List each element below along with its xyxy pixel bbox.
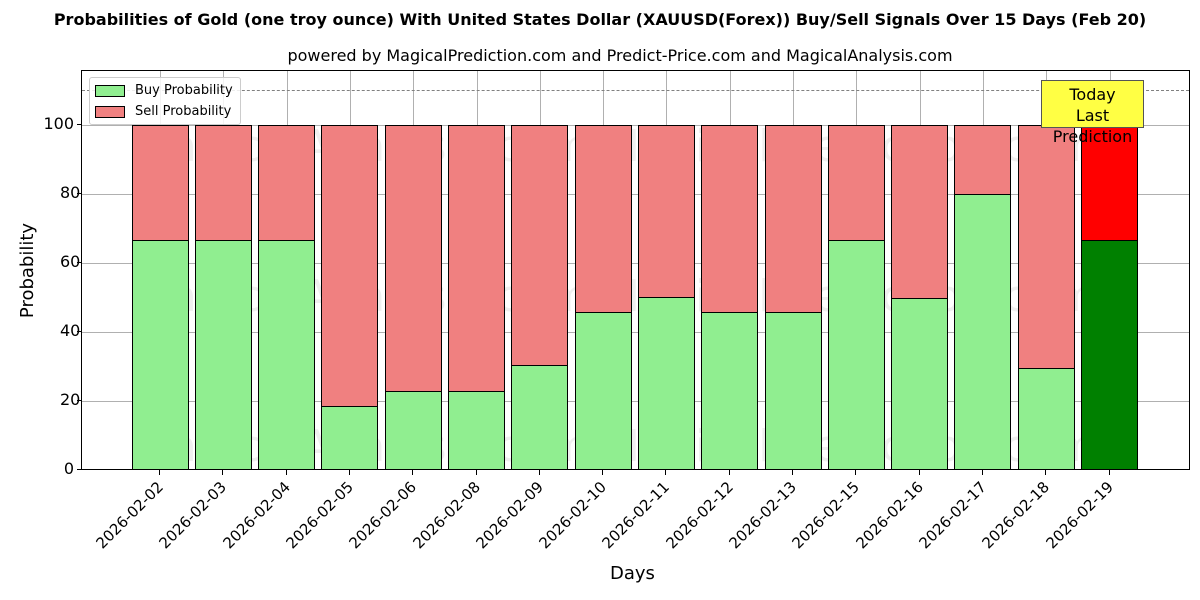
y-tick (77, 123, 81, 125)
bar-buy (827, 239, 885, 469)
x-tick-label: 2026-02-15 (788, 478, 864, 553)
gridline-y (82, 193, 1189, 195)
gridline-y (82, 331, 1189, 333)
bar-buy (954, 193, 1012, 469)
x-tick (665, 470, 667, 475)
legend-sell-label: Sell Probability (135, 104, 232, 119)
x-tick (981, 470, 983, 475)
annotation-line1: Today (1069, 85, 1116, 104)
bar-sell (954, 124, 1012, 195)
bar-buy (764, 311, 822, 469)
gridline-y (82, 124, 1189, 126)
x-tick-label: 2026-02-16 (852, 478, 927, 553)
x-tick (792, 470, 793, 475)
bar-buy (891, 298, 949, 469)
x-tick-label: 2026-02-08 (409, 478, 484, 553)
y-tick (77, 261, 81, 263)
y-tick-label: 60 (60, 251, 81, 271)
bar-buy (384, 390, 442, 469)
x-tick-label: 2026-02-06 (345, 478, 421, 553)
bar-sell (764, 124, 822, 313)
bar-buy (194, 239, 252, 469)
sell-swatch (95, 105, 125, 118)
bar-buy (701, 311, 759, 469)
y-tick (77, 330, 81, 332)
x-tick (159, 470, 160, 475)
reference-line (82, 90, 1189, 91)
x-tick (728, 470, 730, 475)
x-tick (412, 470, 414, 475)
bar-sell (891, 124, 949, 300)
y-tick (77, 399, 81, 401)
x-tick-label: 2026-02-18 (978, 478, 1054, 553)
x-tick (602, 470, 604, 475)
bar-sell (827, 124, 885, 241)
y-tick-label: 80 (60, 182, 81, 202)
chart-subtitle: powered by MagicalPrediction.com and Pre… (287, 46, 953, 65)
x-axis-label: Days (610, 563, 655, 584)
x-tick (1045, 470, 1047, 475)
x-tick (348, 470, 350, 475)
x-tick-label: 2026-02-17 (915, 478, 990, 553)
legend: Buy Probability Sell Probability (89, 77, 241, 125)
bar-sell (321, 124, 379, 408)
bar-buy (321, 406, 379, 469)
bar-buy (131, 239, 189, 469)
y-tick (77, 469, 81, 470)
y-tick-label: 40 (60, 320, 81, 340)
x-tick (475, 470, 477, 475)
x-tick-label: 2026-02-04 (219, 478, 294, 553)
today-annotation: Today Last Prediction (1041, 80, 1144, 146)
legend-buy-label: Buy Probability (135, 83, 233, 98)
x-tick-label: 2026-02-09 (472, 478, 547, 553)
bar-sell (574, 124, 632, 313)
bar-sell (131, 124, 189, 241)
x-tick-label: 2026-02-05 (282, 478, 357, 553)
bar-buy (511, 364, 569, 469)
bar-buy (1017, 367, 1075, 469)
y-tick-label: 0 (63, 459, 74, 478)
x-tick (918, 470, 920, 475)
bar-sell (1081, 124, 1138, 241)
bar-sell (511, 124, 569, 366)
x-tick-label: 2026-02-11 (598, 478, 674, 553)
bar-sell (194, 124, 252, 241)
legend-item-sell: Sell Probability (95, 104, 231, 119)
gridline-y (82, 262, 1189, 264)
x-tick (855, 470, 857, 475)
annotation-line2: Last Prediction (1052, 106, 1133, 146)
y-tick-label: 100 (43, 113, 74, 133)
bar-sell (637, 124, 695, 299)
y-axis-label: Probability (17, 222, 39, 319)
x-tick (538, 470, 540, 475)
x-tick-label: 2026-02-19 (1042, 478, 1117, 553)
bar-buy (637, 297, 695, 469)
bar-sell (384, 124, 442, 392)
bar-buy (1081, 239, 1138, 469)
y-tick (77, 192, 81, 194)
plot-area: MagicalAnalysis.comMagicalPrediction.com… (81, 70, 1190, 470)
x-tick (222, 470, 224, 475)
bar-sell (701, 124, 759, 313)
x-tick-label: 2026-02-13 (725, 478, 800, 553)
bar-sell (258, 124, 316, 241)
bar-sell (1017, 124, 1075, 369)
bar-buy (574, 311, 632, 469)
x-tick (285, 470, 287, 475)
bar-sell (448, 124, 505, 392)
x-tick-label: 2026-02-10 (535, 478, 611, 553)
legend-item-buy: Buy Probability (95, 83, 233, 98)
buy-swatch (95, 84, 125, 97)
bar-buy (448, 390, 505, 469)
x-tick-label: 2026-02-12 (662, 478, 737, 553)
x-tick-label: 2026-02-03 (155, 478, 231, 553)
bar-buy (258, 239, 316, 469)
gridline-y (82, 400, 1189, 402)
y-tick-label: 20 (60, 389, 81, 409)
x-tick (1108, 470, 1110, 475)
chart-title: Probabilities of Gold (one troy ounce) W… (53, 10, 1147, 29)
x-tick-label: 2026-02-02 (92, 478, 167, 553)
